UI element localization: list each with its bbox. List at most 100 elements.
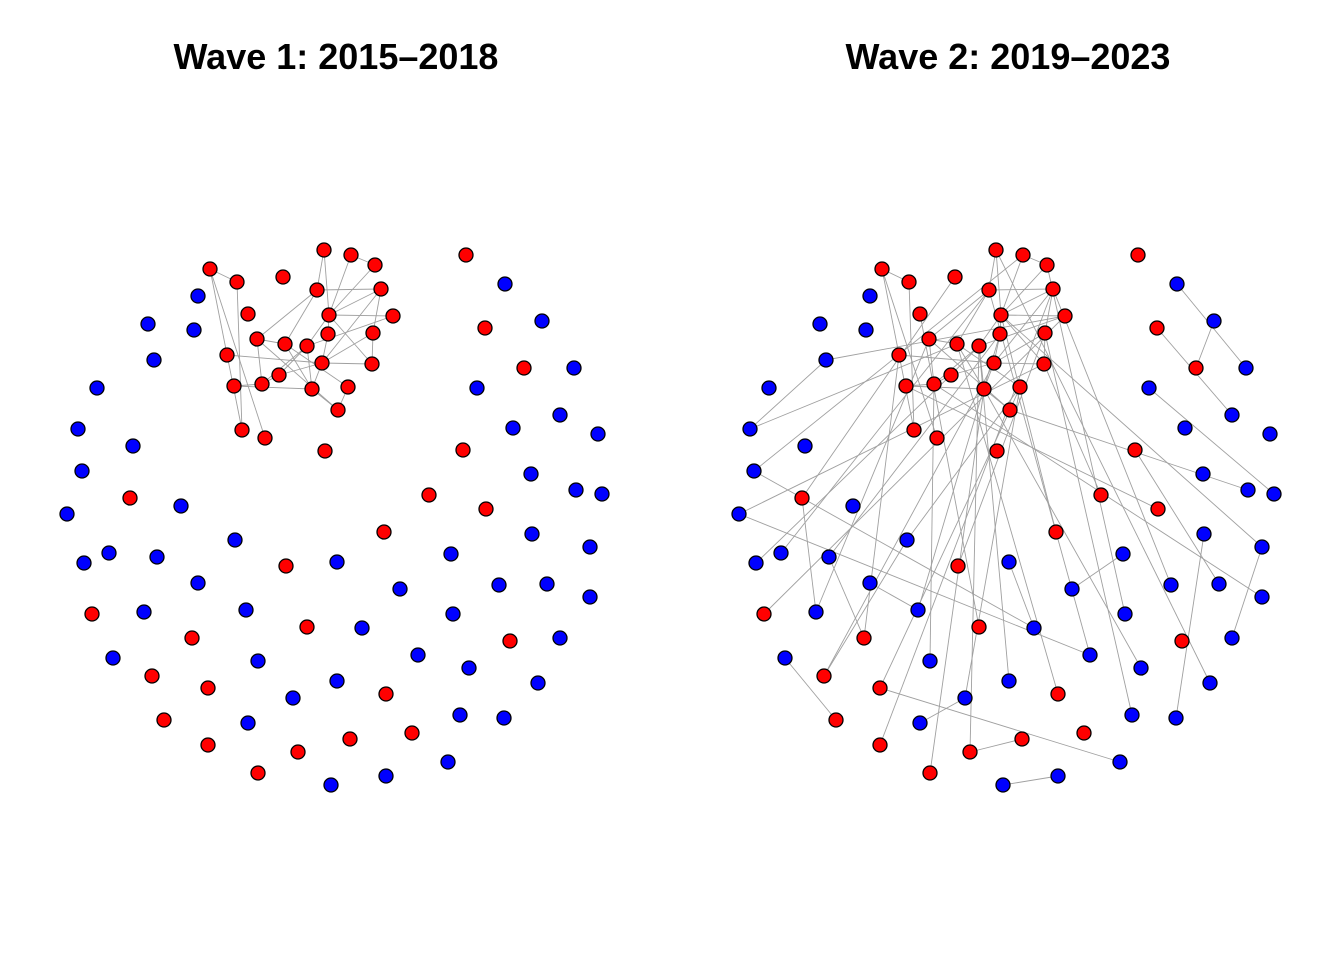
edge-5-54: [879, 288, 1054, 746]
node-100: [458, 247, 474, 263]
node-49: [816, 668, 832, 684]
nodes-wave-2: [731, 242, 1282, 793]
node-94: [1141, 380, 1157, 396]
edge-2-3: [1000, 264, 1048, 316]
node-94: [469, 380, 485, 396]
node-70: [1048, 524, 1064, 540]
edge-53-55: [919, 697, 966, 724]
edge-4-39: [780, 289, 990, 554]
node-91: [1262, 426, 1278, 442]
edge-10-13: [993, 362, 1045, 365]
node-100: [1130, 247, 1146, 263]
node-50: [872, 680, 888, 696]
node-22: [275, 269, 291, 285]
edge-78-84: [1175, 533, 1205, 719]
node-58: [995, 777, 1011, 793]
edge-5-10: [993, 288, 1054, 364]
node-92: [552, 407, 568, 423]
node-61: [378, 686, 394, 702]
edge-10-20: [226, 354, 323, 364]
edge-7-10: [993, 332, 1046, 364]
node-27: [317, 443, 333, 459]
node-98: [1206, 313, 1222, 329]
node-5: [1045, 281, 1061, 297]
node-15: [271, 367, 287, 383]
edge-15-40: [755, 374, 952, 564]
node-48: [777, 650, 793, 666]
edge-1-35: [753, 254, 1024, 472]
node-68: [950, 558, 966, 574]
edge-5-10: [321, 288, 382, 364]
edge-12-55: [964, 386, 1021, 699]
node-25: [906, 422, 922, 438]
edge-48-52: [784, 657, 837, 721]
edge-10-20: [898, 354, 995, 364]
node-77: [523, 466, 539, 482]
node-31: [818, 352, 834, 368]
node-28: [862, 288, 878, 304]
node-57: [290, 744, 306, 760]
node-59: [342, 731, 358, 747]
node-9: [971, 338, 987, 354]
node-17: [921, 331, 937, 347]
node-21: [240, 306, 256, 322]
node-60: [329, 673, 345, 689]
node-99: [1169, 276, 1185, 292]
node-9: [299, 338, 315, 354]
node-90: [594, 486, 610, 502]
node-92: [1224, 407, 1240, 423]
node-44: [84, 606, 100, 622]
node-23: [229, 274, 245, 290]
node-1: [1015, 247, 1031, 263]
node-0: [316, 242, 332, 258]
node-30: [812, 316, 828, 332]
edge-3-70: [1000, 314, 1057, 533]
node-13: [1036, 356, 1052, 372]
node-45: [136, 604, 152, 620]
node-97: [477, 320, 493, 336]
node-24: [202, 261, 218, 277]
node-62: [1050, 768, 1066, 784]
node-46: [184, 630, 200, 646]
node-57: [962, 744, 978, 760]
panel-title-wave-1: Wave 1: 2015–2018: [173, 36, 499, 77]
node-49: [144, 668, 160, 684]
node-74: [421, 487, 437, 503]
node-47: [910, 602, 926, 618]
node-63: [1076, 725, 1092, 741]
node-59: [1014, 731, 1030, 747]
node-32: [761, 380, 777, 396]
node-35: [74, 463, 90, 479]
node-77: [1195, 466, 1211, 482]
node-84: [1168, 710, 1184, 726]
node-44: [756, 606, 772, 622]
edge-6-9: [306, 315, 394, 347]
edge-3-6: [1000, 314, 1066, 317]
node-27: [989, 443, 1005, 459]
edge-4-5: [316, 288, 382, 291]
node-21: [912, 306, 928, 322]
node-80: [1211, 576, 1227, 592]
node-80: [539, 576, 555, 592]
node-38: [845, 498, 861, 514]
node-70: [376, 524, 392, 540]
node-56: [922, 765, 938, 781]
edge-10-13: [321, 362, 373, 365]
edge-4-17: [928, 289, 990, 340]
node-12: [1012, 379, 1028, 395]
node-35: [746, 463, 762, 479]
node-90: [1266, 486, 1282, 502]
node-76: [1150, 501, 1166, 517]
edge-57-59: [969, 738, 1023, 753]
node-0: [988, 242, 1004, 258]
edge-6-9: [978, 315, 1066, 347]
node-29: [186, 322, 202, 338]
node-95: [1188, 360, 1204, 376]
node-19: [226, 378, 242, 394]
node-55: [957, 690, 973, 706]
node-30: [140, 316, 156, 332]
node-2: [1039, 257, 1055, 273]
node-41: [149, 549, 165, 565]
node-15: [943, 367, 959, 383]
